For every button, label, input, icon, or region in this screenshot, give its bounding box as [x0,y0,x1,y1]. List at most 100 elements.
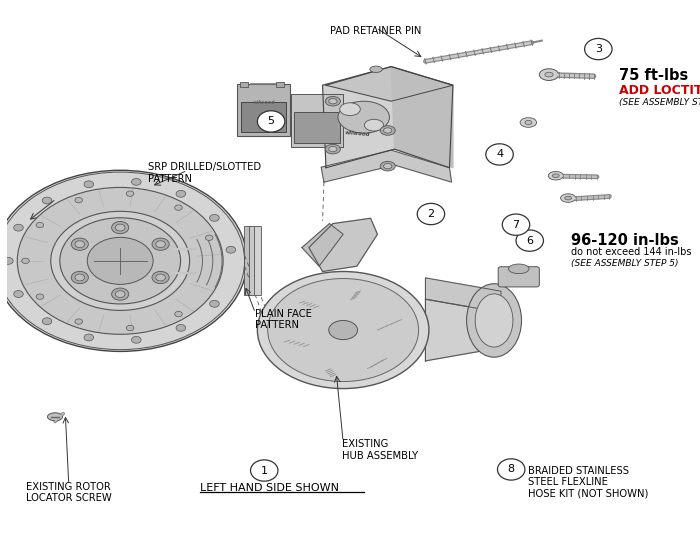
Text: EXISTING
HUB ASSEMBLY: EXISTING HUB ASSEMBLY [342,439,418,460]
Circle shape [503,214,530,235]
FancyBboxPatch shape [240,82,248,87]
Ellipse shape [36,294,43,299]
Ellipse shape [71,238,88,250]
Polygon shape [309,218,377,272]
Ellipse shape [176,325,186,331]
Ellipse shape [0,218,247,304]
Ellipse shape [205,235,213,241]
Circle shape [584,39,612,60]
Ellipse shape [209,300,219,307]
Text: 5: 5 [267,116,274,127]
Text: 4: 4 [496,149,503,160]
Text: (SEE ASSEMBLY STEP 5): (SEE ASSEMBLY STEP 5) [571,258,678,268]
Text: 7: 7 [512,220,519,230]
Text: SRP DRILLED/SLOTTED
PATTERN: SRP DRILLED/SLOTTED PATTERN [148,162,261,184]
Circle shape [417,204,444,225]
Ellipse shape [51,211,190,311]
Text: 2: 2 [428,209,435,219]
Circle shape [516,230,543,251]
Text: wilwood: wilwood [252,100,275,105]
FancyBboxPatch shape [276,82,284,87]
Ellipse shape [42,318,52,325]
Ellipse shape [525,121,532,125]
Ellipse shape [14,224,23,231]
Ellipse shape [565,196,572,200]
Ellipse shape [539,69,559,80]
Circle shape [498,459,525,480]
Polygon shape [426,278,501,312]
Circle shape [486,144,513,165]
Ellipse shape [48,413,62,421]
Ellipse shape [545,72,553,77]
Ellipse shape [0,171,247,351]
Text: 75 ft-lbs: 75 ft-lbs [619,68,688,83]
Circle shape [251,460,278,481]
Ellipse shape [548,172,564,180]
Ellipse shape [156,274,165,281]
Ellipse shape [340,103,360,116]
Text: do not exceed 144 in-lbs: do not exceed 144 in-lbs [571,247,692,257]
FancyBboxPatch shape [244,226,251,295]
Text: wilwood: wilwood [344,130,370,137]
Ellipse shape [338,101,389,133]
Ellipse shape [467,284,522,357]
Ellipse shape [209,214,219,222]
Text: (SEE ASSEMBLY STEP 2): (SEE ASSEMBLY STEP 2) [619,98,700,107]
Ellipse shape [18,187,223,334]
Polygon shape [323,67,453,168]
Ellipse shape [370,66,382,72]
Ellipse shape [552,174,559,178]
Ellipse shape [116,224,125,231]
Ellipse shape [175,311,182,317]
FancyBboxPatch shape [254,226,261,295]
Ellipse shape [75,198,83,203]
Ellipse shape [520,118,537,127]
Text: PLAIN FACE
PATTERN: PLAIN FACE PATTERN [256,309,312,330]
Ellipse shape [116,291,125,298]
Ellipse shape [380,161,395,171]
Text: 6: 6 [526,236,533,245]
Ellipse shape [175,205,182,210]
Ellipse shape [329,320,358,339]
Ellipse shape [508,264,529,274]
Ellipse shape [561,194,575,203]
Ellipse shape [365,119,384,131]
Ellipse shape [152,238,169,250]
Ellipse shape [384,163,392,169]
Ellipse shape [156,241,165,248]
Text: BRAIDED STAINLESS
STEEL FLEXLINE
HOSE KIT (NOT SHOWN): BRAIDED STAINLESS STEEL FLEXLINE HOSE KI… [528,466,649,499]
Ellipse shape [75,241,85,248]
Ellipse shape [132,337,141,343]
Ellipse shape [75,319,83,324]
Text: LEFT HAND SIDE SHOWN: LEFT HAND SIDE SHOWN [200,483,340,493]
Ellipse shape [475,294,513,347]
FancyBboxPatch shape [498,267,539,287]
Ellipse shape [126,191,134,197]
Ellipse shape [380,125,395,135]
Ellipse shape [42,197,52,204]
Text: 1: 1 [260,465,267,476]
Ellipse shape [88,237,153,285]
Ellipse shape [326,144,340,154]
Text: 3: 3 [595,44,602,54]
Ellipse shape [84,334,94,341]
Ellipse shape [132,179,141,185]
Ellipse shape [75,274,85,281]
FancyBboxPatch shape [291,94,343,147]
Ellipse shape [329,98,337,104]
FancyBboxPatch shape [249,226,256,295]
FancyBboxPatch shape [237,84,290,136]
Text: 8: 8 [508,464,514,475]
Ellipse shape [329,147,337,151]
Ellipse shape [258,272,429,389]
Ellipse shape [71,272,88,283]
Ellipse shape [152,272,169,283]
Ellipse shape [384,128,392,133]
Text: EXISTING ROTOR
LOCATOR SCREW: EXISTING ROTOR LOCATOR SCREW [26,482,112,503]
Ellipse shape [267,279,419,382]
Text: 96-120 in-lbs: 96-120 in-lbs [571,233,678,248]
Polygon shape [302,224,343,266]
Circle shape [258,111,285,132]
Text: PAD RETAINER PIN: PAD RETAINER PIN [330,26,422,36]
Ellipse shape [60,218,181,304]
